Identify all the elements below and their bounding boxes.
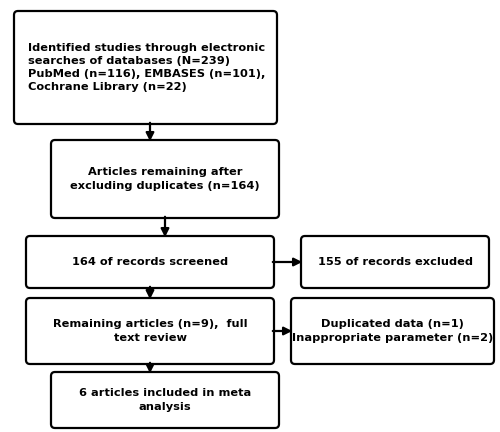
Text: Remaining articles (n=9),  full
text review: Remaining articles (n=9), full text revi… xyxy=(52,319,248,343)
FancyBboxPatch shape xyxy=(301,236,489,288)
Text: Articles remaining after
excluding duplicates (n=164): Articles remaining after excluding dupli… xyxy=(70,167,260,191)
FancyBboxPatch shape xyxy=(51,372,279,428)
Text: 6 articles included in meta
analysis: 6 articles included in meta analysis xyxy=(79,388,251,412)
Text: Identified studies through electronic
searches of databases (N=239)
PubMed (n=11: Identified studies through electronic se… xyxy=(28,43,266,92)
Text: Duplicated data (n=1)
Inappropriate parameter (n=2): Duplicated data (n=1) Inappropriate para… xyxy=(292,319,493,343)
Text: 155 of records excluded: 155 of records excluded xyxy=(318,257,472,267)
FancyBboxPatch shape xyxy=(26,298,274,364)
Text: 164 of records screened: 164 of records screened xyxy=(72,257,228,267)
FancyBboxPatch shape xyxy=(291,298,494,364)
FancyBboxPatch shape xyxy=(51,140,279,218)
FancyBboxPatch shape xyxy=(14,11,277,124)
FancyBboxPatch shape xyxy=(26,236,274,288)
